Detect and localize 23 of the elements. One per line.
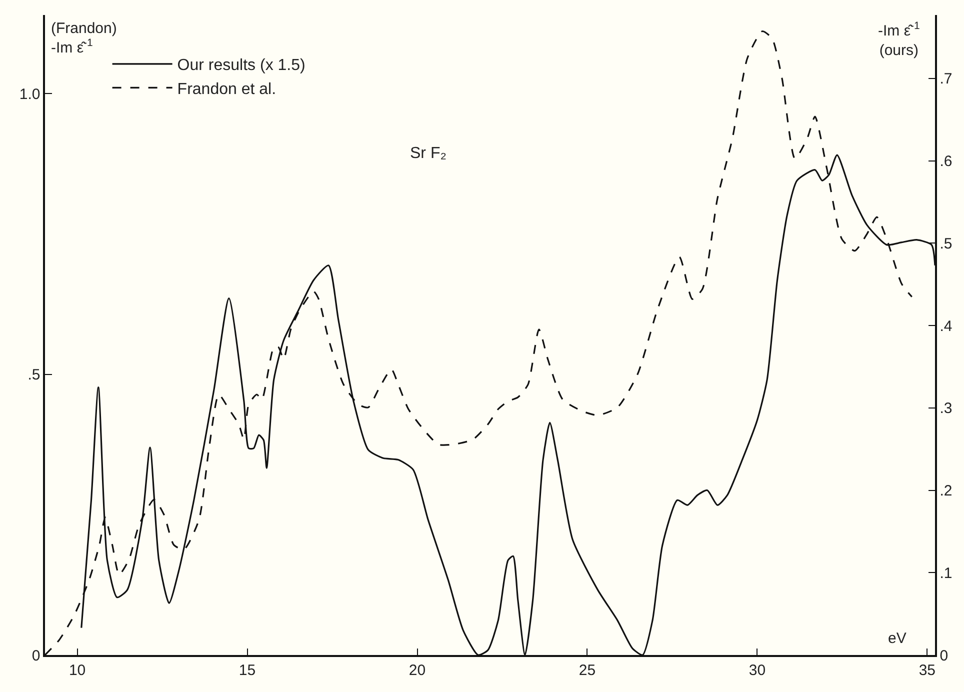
x-tick-label: 10 (68, 662, 86, 679)
y2-tick-label: .4 (940, 318, 952, 335)
y2-tick-label: .2 (940, 482, 952, 500)
y-tick-label: 0 (32, 647, 40, 664)
y2-axis-title: -Im ε̂$^{-1}$ (ours) (878, 20, 920, 59)
x-tick-label: 15 (238, 662, 256, 679)
y2-tick-label: .6 (940, 153, 952, 170)
y2-tick-label: .5 (940, 235, 952, 252)
x-tick-label: 25 (578, 662, 596, 679)
y2-tick-label: .7 (940, 70, 952, 88)
y-axis-title: (Frandon) -Im ε̂$^{-1}$ (51, 20, 117, 56)
y2-tick-label: .1 (940, 564, 952, 582)
legend-label: Frandon et al. (177, 80, 276, 98)
y-tick-label: .5 (28, 366, 40, 384)
x-tick-label: 20 (408, 662, 426, 679)
x-tick-label: 35 (918, 662, 936, 679)
annotation: Sr F₂ (410, 145, 446, 162)
x-axis-title: eV (888, 630, 906, 647)
y-tick-label: 1.0 (19, 86, 40, 103)
x-tick-label: 30 (748, 662, 766, 679)
y2-tick-label: .3 (940, 400, 952, 418)
legend-label: Our results (x 1.5) (177, 57, 306, 74)
y2-tick-label: 0 (940, 647, 948, 664)
